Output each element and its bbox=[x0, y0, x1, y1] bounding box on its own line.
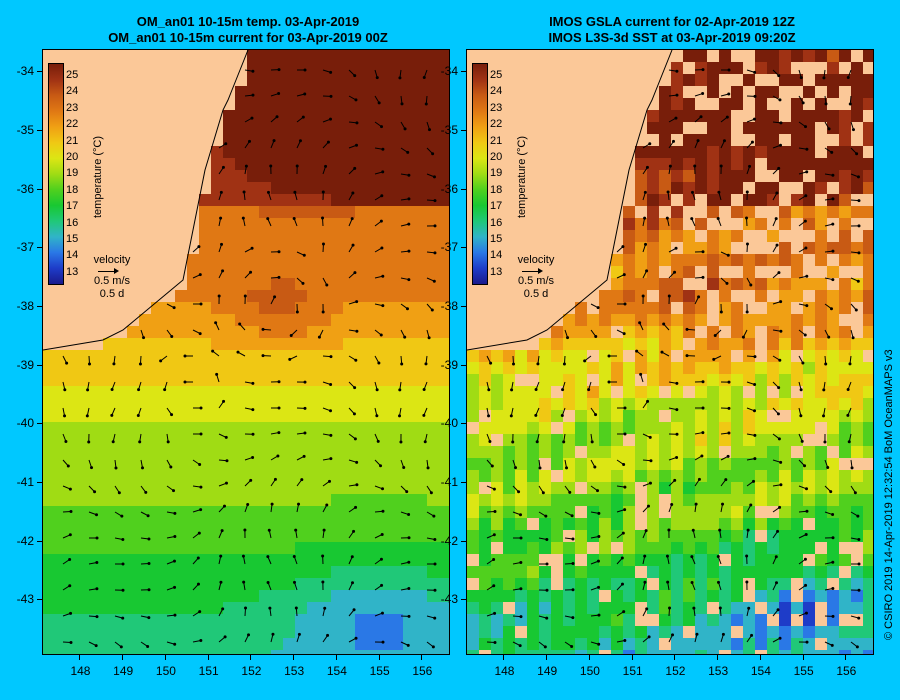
right-title-line1: IMOS GSLA current for 02-Apr-2019 12Z bbox=[549, 14, 795, 29]
lat-label: -42 bbox=[0, 534, 42, 548]
colorbar-title: temperature (°C) bbox=[516, 135, 528, 218]
lon-label: 148 bbox=[489, 655, 519, 678]
lat-label: -34 bbox=[424, 64, 466, 78]
colorbar-tick: 13 bbox=[66, 265, 79, 278]
lon-label: 152 bbox=[236, 655, 266, 678]
lon-label: 150 bbox=[575, 655, 605, 678]
lat-label: -35 bbox=[424, 123, 466, 137]
lat-label: -34 bbox=[0, 64, 42, 78]
velocity-vectors bbox=[486, 68, 861, 649]
lon-label: 154 bbox=[746, 655, 776, 678]
coastline bbox=[43, 50, 249, 351]
lon-label: 148 bbox=[65, 655, 95, 678]
colorbar-tick: 25 bbox=[66, 69, 79, 81]
velocity-arrow-icon bbox=[82, 267, 142, 275]
lon-label: 152 bbox=[660, 655, 690, 678]
colorbar-tick: 15 bbox=[66, 233, 79, 245]
colorbar-tick: 24 bbox=[490, 85, 503, 98]
lat-label: -41 bbox=[0, 475, 42, 489]
velocity-legend: velocity 0.5 m/s 0.5 d bbox=[506, 254, 566, 301]
colorbar-title: temperature (°C) bbox=[92, 135, 104, 218]
colorbar-tick: 16 bbox=[490, 216, 503, 229]
colorbar-tick: 19 bbox=[66, 167, 79, 180]
lon-label: 153 bbox=[279, 655, 309, 678]
velocity-speed: 0.5 m/s bbox=[93, 275, 131, 287]
left-panel-title: OM_an01 10-15m temp. 03-Apr-2019 OM_an01… bbox=[38, 14, 458, 46]
lat-label: -41 bbox=[424, 475, 466, 489]
colorbar-tick: 21 bbox=[490, 134, 503, 147]
colorbar-tick: 17 bbox=[66, 200, 79, 213]
colorbar-tick: 17 bbox=[490, 200, 503, 213]
lat-label: -40 bbox=[424, 416, 466, 430]
temperature-field bbox=[467, 50, 873, 654]
colorbar-tick: 23 bbox=[66, 101, 79, 114]
lat-label: -43 bbox=[0, 592, 42, 606]
left-title-line1: OM_an01 10-15m temp. 03-Apr-2019 bbox=[136, 14, 360, 29]
velocity-label: velocity bbox=[93, 254, 131, 266]
lat-label: -39 bbox=[0, 358, 42, 372]
velocity-time: 0.5 d bbox=[99, 288, 125, 300]
lon-label: 153 bbox=[703, 655, 733, 678]
lon-label: 156 bbox=[831, 655, 861, 678]
colorbar-tick: 19 bbox=[490, 167, 503, 180]
coastline bbox=[467, 50, 673, 351]
lon-label: 149 bbox=[108, 655, 138, 678]
right-map-canvas bbox=[467, 50, 873, 654]
lon-label: 155 bbox=[789, 655, 819, 678]
colorbar bbox=[472, 63, 488, 285]
right-panel-title: IMOS GSLA current for 02-Apr-2019 12Z IM… bbox=[462, 14, 882, 46]
colorbar-tick: 20 bbox=[66, 151, 79, 163]
velocity-arrow-icon bbox=[506, 267, 566, 275]
lat-label: -42 bbox=[424, 534, 466, 548]
velocity-vectors bbox=[62, 68, 437, 649]
colorbar bbox=[48, 63, 64, 285]
velocity-label: velocity bbox=[517, 254, 555, 266]
lat-label: -37 bbox=[424, 240, 466, 254]
lon-label: 150 bbox=[151, 655, 181, 678]
right-title-line2: IMOS L3S-3d SST at 03-Apr-2019 09:20Z bbox=[548, 30, 796, 45]
lon-label: 151 bbox=[194, 655, 224, 678]
lat-label: -40 bbox=[0, 416, 42, 430]
lat-label: -35 bbox=[0, 123, 42, 137]
colorbar-tick: 16 bbox=[66, 216, 79, 229]
lat-label: -37 bbox=[0, 240, 42, 254]
lat-label: -36 bbox=[0, 182, 42, 196]
colorbar-tick: 24 bbox=[66, 85, 79, 98]
lon-label: 151 bbox=[618, 655, 648, 678]
velocity-legend: velocity 0.5 m/s 0.5 d bbox=[82, 254, 142, 301]
lat-label: -38 bbox=[0, 299, 42, 313]
left-map-panel[interactable] bbox=[42, 49, 450, 655]
colorbar-tick: 14 bbox=[66, 249, 79, 262]
left-map-canvas bbox=[43, 50, 449, 654]
colorbar-tick: 22 bbox=[490, 118, 503, 131]
lon-label: 156 bbox=[407, 655, 437, 678]
colorbar-tick: 25 bbox=[490, 69, 503, 81]
colorbar-tick: 23 bbox=[490, 101, 503, 114]
lat-label: -39 bbox=[424, 358, 466, 372]
colorbar-tick: 14 bbox=[490, 249, 503, 262]
colorbar-tick: 13 bbox=[490, 265, 503, 278]
lon-label: 149 bbox=[532, 655, 562, 678]
lon-label: 154 bbox=[322, 655, 352, 678]
velocity-speed: 0.5 m/s bbox=[517, 275, 555, 287]
colorbar-tick: 22 bbox=[66, 118, 79, 131]
colorbar-tick: 21 bbox=[66, 134, 79, 147]
left-title-line2: OM_an01 10-15m current for 03-Apr-2019 0… bbox=[108, 30, 388, 45]
colorbar-tick: 15 bbox=[490, 233, 503, 245]
temperature-field bbox=[43, 50, 449, 654]
lon-label: 155 bbox=[365, 655, 395, 678]
lat-label: -36 bbox=[424, 182, 466, 196]
credit-text: © CSIRO 2019 14-Apr-2019 12:32:54 BoM Oc… bbox=[883, 349, 895, 640]
right-map-panel[interactable] bbox=[466, 49, 874, 655]
colorbar-tick: 20 bbox=[490, 151, 503, 163]
colorbar-tick: 18 bbox=[490, 183, 503, 196]
velocity-time: 0.5 d bbox=[523, 288, 549, 300]
lat-label: -43 bbox=[424, 592, 466, 606]
colorbar-tick: 18 bbox=[66, 183, 79, 196]
lat-label: -38 bbox=[424, 299, 466, 313]
